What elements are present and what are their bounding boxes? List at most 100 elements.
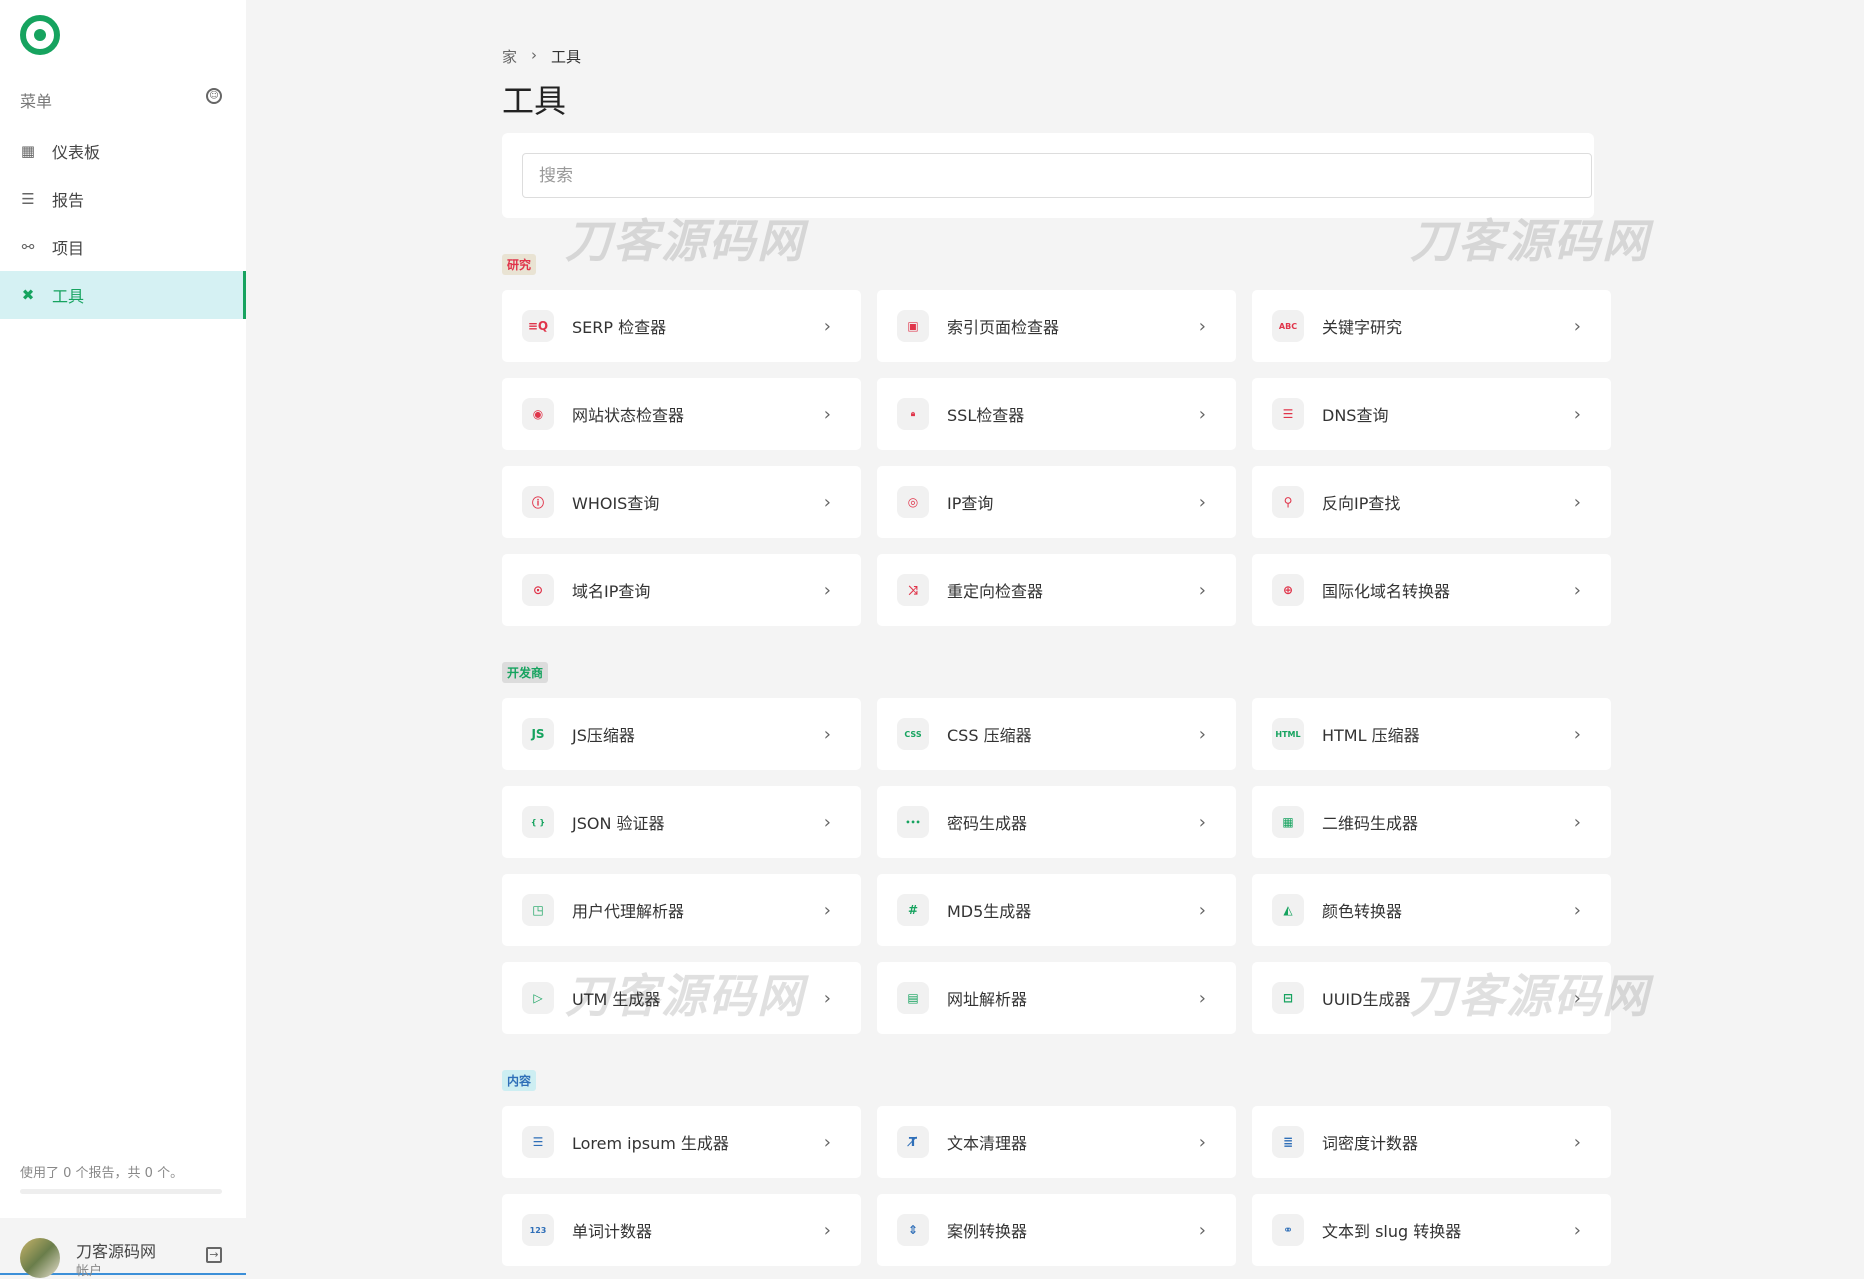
sidebar-item-1[interactable]: ☰ 报告 [0,175,246,223]
theme-toggle-icon[interactable]: ☺ [206,88,222,104]
tool-label: 索引页面检查器 [947,318,1060,337]
tool-label: 域名IP查询 [572,582,651,601]
clear-format-icon: T̸ [897,1126,929,1158]
tool-card[interactable]: ⊕ 国际化域名转换器 › [1252,554,1611,626]
section-label: 研究 [502,254,537,275]
tool-card[interactable]: ⊟ UUID生成器 › [1252,962,1611,1034]
tool-card[interactable]: ⓘ WHOIS查询 › [502,466,861,538]
chevron-right-icon: › [1198,1219,1206,1241]
sidebar: 菜单 ☺ ▦ 仪表板 ☰ 报告 ⚯ 项目 ✖ 工具 使用了 0 个报告，共 0 个。 刀客源码… [0,0,246,1279]
chevron-right-icon: › [823,987,831,1009]
tool-card[interactable]: # MD5生成器 › [877,874,1236,946]
tool-card[interactable]: ▣ 索引页面检查器 › [877,290,1236,362]
tool-card[interactable]: ⚭ 文本到 slug 转换器 › [1252,1194,1611,1266]
tool-card[interactable]: ⊙ 域名IP查询 › [502,554,861,626]
tool-label: 词密度计数器 [1322,1134,1419,1153]
tool-card[interactable]: 🔒︎ SSL检查器 › [877,378,1236,450]
tool-label: 文本清理器 [947,1134,1028,1153]
tool-label: DNS查询 [1322,406,1389,425]
qr-code-icon: ▦ [1272,806,1304,838]
tool-label: CSS 压缩器 [947,726,1032,745]
tool-card[interactable]: ◳ 用户代理解析器 › [502,874,861,946]
chevron-right-icon: › [1198,403,1206,425]
tool-label: 颜色转换器 [1322,902,1403,921]
tool-card[interactable]: ▦ 二维码生成器 › [1252,786,1611,858]
tool-label: 网址解析器 [947,990,1028,1009]
chevron-right-icon: › [1573,315,1581,337]
sidebar-item-0[interactable]: ▦ 仪表板 [0,127,246,175]
section-label: 开发商 [502,662,549,683]
tool-card[interactable]: T̸ 文本清理器 › [877,1106,1236,1178]
account-name: 刀客源码网 [76,1242,157,1261]
tool-card[interactable]: ⚲ 反向IP查找 › [1252,466,1611,538]
page-search-icon: ▣ [897,310,929,342]
tool-label: Lorem ipsum 生成器 [572,1134,729,1153]
tool-card[interactable]: ◎ IP查询 › [877,466,1236,538]
logo[interactable] [20,15,60,55]
account-panel[interactable]: 刀客源码网 帐户 → [0,1218,246,1279]
tool-card[interactable]: ABC 关键字研究 › [1252,290,1611,362]
nodes-icon: ⚯ [21,238,35,256]
password-icon: ••• [897,806,929,838]
tool-label: 网站状态检查器 [572,406,685,425]
chevron-right-icon: › [823,723,831,745]
chevron-right-icon: › [1573,403,1581,425]
search-icon: ⚲ [1272,486,1304,518]
chevron-right-icon: › [823,899,831,921]
tool-card[interactable]: ☰ DNS查询 › [1252,378,1611,450]
id-card-icon: ⊟ [1272,982,1304,1014]
text-lines-icon: ☰ [522,1126,554,1158]
tool-card[interactable]: 123 单词计数器 › [502,1194,861,1266]
tool-label: SSL检查器 [947,406,1025,425]
chevron-right-icon: › [1198,315,1206,337]
tool-label: JS压缩器 [572,726,635,745]
sidebar-item-label: 项目 [52,239,85,258]
ip-search-icon: ◎ [897,486,929,518]
tool-card[interactable]: ⤨ 重定向检查器 › [877,554,1236,626]
tool-card[interactable]: ••• 密码生成器 › [877,786,1236,858]
tool-card[interactable]: ◉ 网站状态检查器 › [502,378,861,450]
chevron-right-icon: › [1198,579,1206,601]
page-title: 工具 [502,82,567,120]
menu-header: 菜单 ☺ [20,88,222,112]
tool-label: 国际化域名转换器 [1322,582,1451,601]
tool-label: SERP 检查器 [572,318,667,337]
breadcrumb: 家 › 工具 [502,46,581,67]
tool-card[interactable]: JS JS压缩器 › [502,698,861,770]
chevron-right-icon: › [1573,491,1581,513]
tool-label: 二维码生成器 [1322,814,1419,833]
target-icon: ⊙ [522,574,554,606]
chevron-right-icon: › [823,315,831,337]
account-subtitle: 帐户 [76,1264,103,1279]
tool-card[interactable]: ≣ 词密度计数器 › [1252,1106,1611,1178]
search-input[interactable] [522,153,1592,198]
logout-icon[interactable]: → [206,1247,222,1263]
tool-card[interactable]: ≡Q SERP 检查器 › [502,290,861,362]
tool-label: HTML 压缩器 [1322,726,1420,745]
tool-label: 单词计数器 [572,1222,653,1241]
tool-card[interactable]: ☰ Lorem ipsum 生成器 › [502,1106,861,1178]
tool-label: 反向IP查找 [1322,494,1401,513]
tool-card[interactable]: ▷ UTM 生成器 › [502,962,861,1034]
sidebar-item-3[interactable]: ✖ 工具 [0,271,246,319]
tool-card[interactable]: ◭ 颜色转换器 › [1252,874,1611,946]
tool-card[interactable]: CSS CSS 压缩器 › [877,698,1236,770]
breadcrumb-home[interactable]: 家 [502,48,518,66]
chevron-right-icon: › [823,1219,831,1241]
chevron-right-icon: › [1198,987,1206,1009]
tool-card[interactable]: { } JSON 验证器 › [502,786,861,858]
tool-card[interactable]: ⇕ 案例转换器 › [877,1194,1236,1266]
chevron-right-icon: › [1573,723,1581,745]
sidebar-item-label: 仪表板 [52,143,101,162]
tool-card[interactable]: HTML HTML 压缩器 › [1252,698,1611,770]
chevron-right-icon: › [823,811,831,833]
chevron-right-icon: › [1198,1131,1206,1153]
chevron-right-icon: › [823,1131,831,1153]
list-icon: ☰ [21,190,35,208]
tool-label: MD5生成器 [947,902,1032,921]
tool-label: UUID生成器 [1322,990,1411,1009]
sidebar-item-2[interactable]: ⚯ 项目 [0,223,246,271]
link-icon: ⚭ [1272,1214,1304,1246]
tool-card[interactable]: ▤ 网址解析器 › [877,962,1236,1034]
tool-label: 用户代理解析器 [572,902,685,921]
